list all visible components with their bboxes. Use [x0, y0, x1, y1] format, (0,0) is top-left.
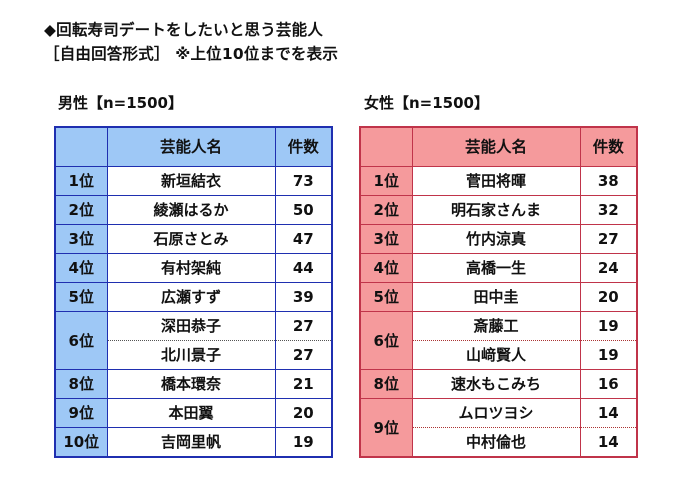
name-cell: 広瀬すず — [106, 282, 276, 312]
rank-cell: 4位 — [54, 253, 108, 283]
count-cell: 73 — [274, 166, 333, 196]
rank-cell: 8位 — [359, 369, 413, 399]
count-cell: 19 — [579, 340, 638, 370]
count-cell: 38 — [579, 166, 638, 196]
name-cell: 斎藤工 — [411, 311, 581, 341]
count-cell: 24 — [579, 253, 638, 283]
table-row: 2位 明石家さんま 32 — [359, 195, 638, 225]
name-cell: 綾瀬はるか — [106, 195, 276, 225]
page-title: ◆回転寿司デートをしたいと思う芸能人 — [44, 21, 324, 39]
name-cell: 深田恭子 — [106, 311, 276, 341]
count-cell: 14 — [579, 398, 638, 428]
count-cell: 39 — [274, 282, 333, 312]
count-cell: 27 — [274, 311, 333, 341]
count-cell: 27 — [274, 340, 333, 370]
rank-cell: 4位 — [359, 253, 413, 283]
table-row: 6位 深田恭子 27 — [54, 311, 333, 370]
count-cell: 50 — [274, 195, 333, 225]
name-cell: 中村倫也 — [411, 427, 581, 458]
name-cell: 北川景子 — [106, 340, 276, 370]
rank-cell: 1位 — [54, 166, 108, 196]
table-header-row: 芸能人名 件数 — [54, 126, 333, 167]
count-cell: 47 — [274, 224, 333, 254]
name-header: 芸能人名 — [411, 126, 581, 167]
count-cell: 20 — [274, 398, 333, 428]
rank-cell: 9位 — [359, 398, 413, 458]
name-cell: 本田翼 — [106, 398, 276, 428]
name-cell: 新垣結衣 — [106, 166, 276, 196]
name-cell: 田中圭 — [411, 282, 581, 312]
count-cell: 21 — [274, 369, 333, 399]
table-row: 5位 広瀬すず 39 — [54, 282, 333, 312]
count-cell: 16 — [579, 369, 638, 399]
page-subtitle: ［自由回答形式］ ※上位10位までを表示 — [44, 45, 339, 63]
table-row: 1位 新垣結衣 73 — [54, 166, 333, 196]
name-cell: 吉岡里帆 — [106, 427, 276, 458]
rank-cell: 10位 — [54, 427, 108, 458]
table-row: 4位 有村架純 44 — [54, 253, 333, 283]
table-row: 8位 速水もこみち 16 — [359, 369, 638, 399]
count-header: 件数 — [579, 126, 638, 167]
rank-cell: 2位 — [359, 195, 413, 225]
rank-cell: 6位 — [359, 311, 413, 370]
name-cell: 竹内涼真 — [411, 224, 581, 254]
table-row: 3位 竹内涼真 27 — [359, 224, 638, 254]
table-row: 北川景子 27 — [55, 340, 333, 370]
table-row: 4位 高橋一生 24 — [359, 253, 638, 283]
rank-cell: 8位 — [54, 369, 108, 399]
female-section-label: 女性【n=1500】 — [364, 94, 489, 112]
rank-header — [359, 126, 413, 167]
rank-cell: 1位 — [359, 166, 413, 196]
rank-cell: 2位 — [54, 195, 108, 225]
count-cell: 19 — [274, 427, 333, 458]
name-cell: 山﨑賢人 — [411, 340, 581, 370]
name-cell: 速水もこみち — [411, 369, 581, 399]
name-cell: 明石家さんま — [411, 195, 581, 225]
rank-cell: 5位 — [54, 282, 108, 312]
count-header: 件数 — [274, 126, 333, 167]
count-cell: 27 — [579, 224, 638, 254]
male-ranking-table: 芸能人名 件数 1位 新垣結衣 73 2位 綾瀬はるか 50 3位 石原さとみ … — [54, 126, 333, 458]
rank-cell: 3位 — [359, 224, 413, 254]
table-row: 2位 綾瀬はるか 50 — [54, 195, 333, 225]
table-row: 1位 菅田将暉 38 — [359, 166, 638, 196]
count-cell: 44 — [274, 253, 333, 283]
name-cell: 石原さとみ — [106, 224, 276, 254]
table-header-row: 芸能人名 件数 — [359, 126, 638, 167]
female-ranking-table: 芸能人名 件数 1位 菅田将暉 38 2位 明石家さんま 32 3位 竹内涼真 … — [359, 126, 638, 458]
table-row: 6位 斎藤工 19 — [359, 311, 638, 370]
male-section-label: 男性【n=1500】 — [58, 94, 183, 112]
count-cell: 20 — [579, 282, 638, 312]
name-cell: 菅田将暉 — [411, 166, 581, 196]
table-row: 中村倫也 14 — [360, 427, 638, 458]
name-cell: ムロツヨシ — [411, 398, 581, 428]
table-row: 3位 石原さとみ 47 — [54, 224, 333, 254]
rank-cell: 3位 — [54, 224, 108, 254]
rank-cell: 5位 — [359, 282, 413, 312]
rank-header — [54, 126, 108, 167]
name-cell: 高橋一生 — [411, 253, 581, 283]
count-cell: 14 — [579, 427, 638, 458]
name-cell: 有村架純 — [106, 253, 276, 283]
count-cell: 19 — [579, 311, 638, 341]
table-row: 8位 橋本環奈 21 — [54, 369, 333, 399]
name-header: 芸能人名 — [106, 126, 276, 167]
rank-cell: 6位 — [54, 311, 108, 370]
name-cell: 橋本環奈 — [106, 369, 276, 399]
table-row: 5位 田中圭 20 — [359, 282, 638, 312]
table-row: 10位 吉岡里帆 19 — [54, 427, 333, 458]
rank-cell: 9位 — [54, 398, 108, 428]
table-row: 9位 本田翼 20 — [54, 398, 333, 428]
count-cell: 32 — [579, 195, 638, 225]
table-row: 9位 ムロツヨシ 14 — [359, 398, 638, 458]
